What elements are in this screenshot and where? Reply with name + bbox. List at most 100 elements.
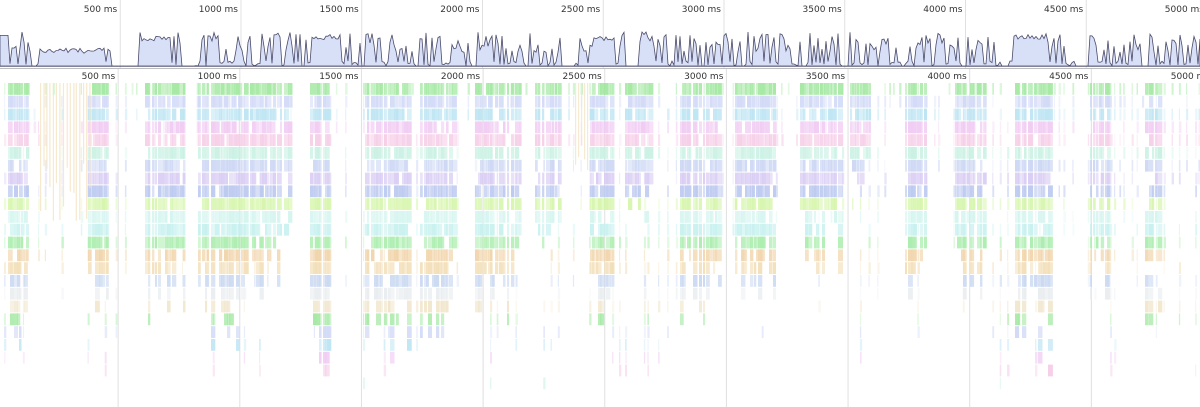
flame-bar[interactable] xyxy=(267,211,272,223)
flame-bar[interactable] xyxy=(277,159,281,172)
flame-bar[interactable] xyxy=(680,147,684,159)
flame-bar[interactable] xyxy=(970,83,975,95)
flame-bar[interactable] xyxy=(625,364,627,377)
flame-bar[interactable] xyxy=(800,83,803,95)
flame-bar[interactable] xyxy=(1039,172,1041,185)
flame-bar[interactable] xyxy=(277,198,281,210)
flame-bar[interactable] xyxy=(434,172,437,185)
flame-bar[interactable] xyxy=(962,198,965,210)
flame-bar[interactable] xyxy=(682,287,686,300)
flame-bar[interactable] xyxy=(752,108,755,121)
flame-bar[interactable] xyxy=(1030,223,1034,236)
flame-bar[interactable] xyxy=(934,134,936,146)
flame-bar[interactable] xyxy=(831,108,836,121)
flame-bar[interactable] xyxy=(14,185,18,198)
flame-bar[interactable] xyxy=(244,262,249,274)
flame-bar[interactable] xyxy=(317,262,321,274)
flame-bar[interactable] xyxy=(263,134,265,146)
flame-bar[interactable] xyxy=(693,185,698,198)
flame-bar[interactable] xyxy=(838,262,843,274)
flame-bar[interactable] xyxy=(721,223,724,236)
flame-bar[interactable] xyxy=(267,108,272,121)
flame-bar[interactable] xyxy=(424,287,428,300)
flame-bar[interactable] xyxy=(822,83,825,95)
flame-bar[interactable] xyxy=(1094,108,1097,121)
flame-bar[interactable] xyxy=(1163,121,1166,134)
flame-bar[interactable] xyxy=(511,147,515,159)
flame-bar[interactable] xyxy=(254,249,257,262)
flame-bar[interactable] xyxy=(274,95,276,108)
flame-bar[interactable] xyxy=(19,95,22,108)
flame-bar[interactable] xyxy=(229,198,234,210)
flame-bar[interactable] xyxy=(1101,211,1105,223)
flame-bar[interactable] xyxy=(1090,262,1092,274)
flame-bar[interactable] xyxy=(92,83,95,95)
flame-bar[interactable] xyxy=(877,275,879,287)
flame-bar[interactable] xyxy=(1100,249,1103,262)
flame-bar[interactable] xyxy=(612,147,614,159)
flame-bar[interactable] xyxy=(1114,249,1116,262)
flame-bar[interactable] xyxy=(319,172,322,185)
flame-bar[interactable] xyxy=(834,134,837,146)
flame-bar[interactable] xyxy=(984,121,986,134)
flame-bar[interactable] xyxy=(1094,249,1097,262)
flame-bar[interactable] xyxy=(176,198,180,210)
flame-bar[interactable] xyxy=(1131,198,1134,210)
flame-bar[interactable] xyxy=(236,147,240,159)
flame-bar[interactable] xyxy=(226,159,229,172)
flame-bar[interactable] xyxy=(1093,198,1096,210)
flame-bar[interactable] xyxy=(284,147,289,159)
flame-bar[interactable] xyxy=(830,83,832,95)
flame-bar[interactable] xyxy=(1038,211,1043,223)
flame-bar[interactable] xyxy=(1093,134,1096,146)
flame-bar[interactable] xyxy=(221,287,225,300)
flame-bar[interactable] xyxy=(682,185,686,198)
flame-bar[interactable] xyxy=(449,236,453,249)
flame-bar[interactable] xyxy=(538,121,541,134)
flame-bar[interactable] xyxy=(967,147,970,159)
flame-bar[interactable] xyxy=(265,108,268,121)
flame-bar[interactable] xyxy=(756,134,759,146)
flame-bar[interactable] xyxy=(211,262,216,274)
flame-bar[interactable] xyxy=(721,172,724,185)
flame-bar[interactable] xyxy=(274,108,277,121)
flame-bar[interactable] xyxy=(816,121,819,134)
flame-bar[interactable] xyxy=(371,147,375,159)
flame-bar[interactable] xyxy=(635,134,640,146)
flame-bar[interactable] xyxy=(699,147,702,159)
flame-bar[interactable] xyxy=(568,83,570,95)
flame-bar[interactable] xyxy=(842,185,844,198)
flame-bar[interactable] xyxy=(383,351,386,364)
flame-bar[interactable] xyxy=(152,108,155,121)
flame-bar[interactable] xyxy=(706,287,710,300)
flame-bar[interactable] xyxy=(842,159,845,172)
flame-bar[interactable] xyxy=(319,339,322,351)
flame-bar[interactable] xyxy=(230,211,233,223)
flame-bar[interactable] xyxy=(180,223,185,236)
flame-bar[interactable] xyxy=(680,262,684,274)
flame-bar[interactable] xyxy=(762,236,766,249)
flame-bar[interactable] xyxy=(747,198,752,210)
flame-bar[interactable] xyxy=(869,83,871,95)
flame-bar[interactable] xyxy=(824,172,829,185)
flame-bar[interactable] xyxy=(104,121,106,134)
flame-bar[interactable] xyxy=(496,249,499,262)
flame-bar[interactable] xyxy=(335,121,338,134)
flame-bar[interactable] xyxy=(682,83,686,95)
flame-bar[interactable] xyxy=(1123,108,1126,121)
flame-bar[interactable] xyxy=(95,300,100,313)
flame-bar[interactable] xyxy=(925,95,928,108)
flame-bar[interactable] xyxy=(825,185,827,198)
flame-bar[interactable] xyxy=(420,121,423,134)
flame-bar[interactable] xyxy=(612,351,614,364)
flame-bar[interactable] xyxy=(1035,185,1037,198)
flame-bar[interactable] xyxy=(647,159,649,172)
flame-bar[interactable] xyxy=(920,121,923,134)
flame-bar[interactable] xyxy=(1045,287,1050,300)
flame-bar[interactable] xyxy=(323,249,327,262)
flame-bar[interactable] xyxy=(752,159,755,172)
flame-bar[interactable] xyxy=(207,275,210,287)
flame-bar[interactable] xyxy=(834,108,837,121)
flame-bar[interactable] xyxy=(628,134,633,146)
flame-bar[interactable] xyxy=(667,108,670,121)
